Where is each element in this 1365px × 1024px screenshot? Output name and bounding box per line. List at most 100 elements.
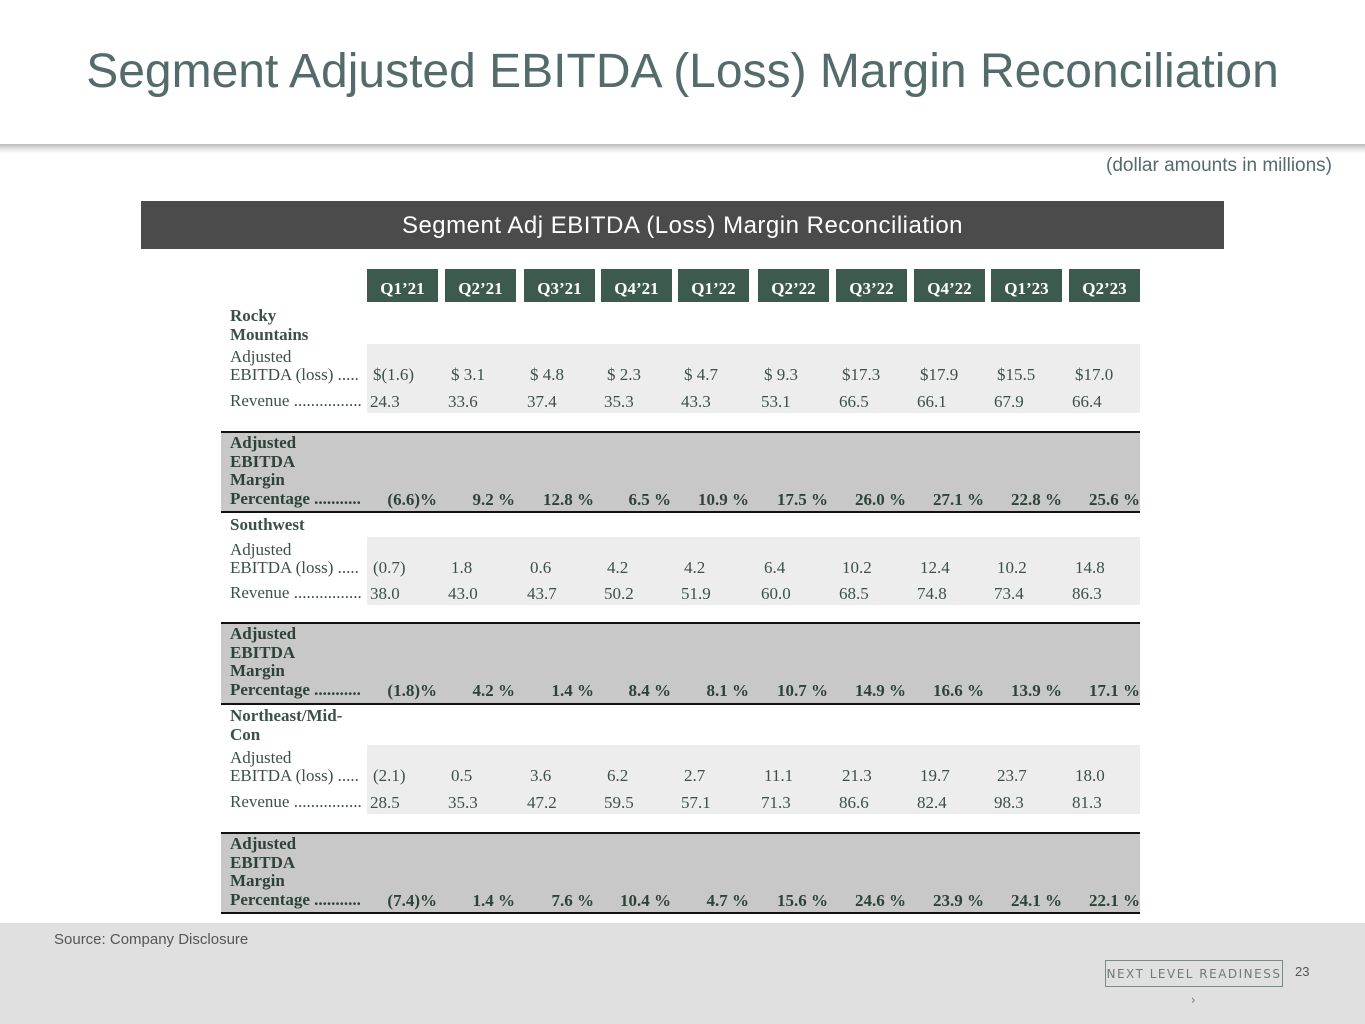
ebitda-value: 21.3: [842, 766, 872, 785]
margin-label-4: Percentage ...........: [230, 488, 361, 508]
margin-value: 7.6 %: [551, 891, 595, 910]
ebitda-value: 10.2: [842, 558, 872, 577]
revenue-value: 24.3: [370, 392, 400, 411]
margin-value: 8.4 %: [628, 681, 672, 700]
revenue-value: 43.7: [527, 584, 557, 603]
ebitda-value: (2.1): [373, 766, 406, 785]
margin-value: 12.8 %: [543, 490, 594, 509]
title-divider: [0, 144, 1365, 154]
ebitda-value: $ 4.8: [530, 365, 564, 384]
ebitda-value: 4.2: [607, 558, 629, 577]
data-band: [367, 745, 1140, 814]
revenue-value: 81.3: [1072, 793, 1102, 812]
ebitda-value: 0.5: [451, 766, 473, 785]
margin-value: 15.6 %: [777, 891, 828, 910]
revenue-value: 98.3: [994, 793, 1024, 812]
margin-label-3: Margin: [230, 661, 285, 680]
ebitda-label-cont: EBITDA (loss) .....: [230, 558, 359, 577]
revenue-value: 57.1: [681, 793, 711, 812]
footer-bar: [0, 923, 1365, 1024]
margin-value: 17.5 %: [777, 490, 828, 509]
segment-name: Rocky: [230, 306, 277, 325]
margin-label-2: EBITDA: [230, 642, 296, 662]
margin-value: 9.2 %: [472, 490, 516, 509]
margin-value: 10.4 %: [620, 891, 671, 910]
units-note: (dollar amounts in millions): [1106, 155, 1332, 176]
quarter-header: Q3’21: [524, 269, 595, 302]
quarter-header: Q1’23: [991, 269, 1062, 302]
ebitda-value: 10.2: [997, 558, 1027, 577]
ebitda-value: 0.6: [530, 558, 552, 577]
revenue-value: 33.6: [448, 392, 478, 411]
revenue-value: 37.4: [527, 392, 557, 411]
margin-label-3: Margin: [230, 871, 285, 890]
margin-label-3: Margin: [230, 470, 285, 489]
quarter-header: Q3’22: [836, 269, 907, 302]
ebitda-value: $ 4.7: [684, 365, 718, 384]
margin-label-4: Percentage ...........: [230, 679, 361, 699]
ebitda-value: 18.0: [1075, 766, 1105, 785]
ebitda-value: $ 2.3: [607, 365, 641, 384]
ebitda-value: 14.8: [1075, 558, 1105, 577]
revenue-value: 35.3: [448, 793, 478, 812]
ebitda-value: $17.9: [920, 365, 959, 384]
margin-value: (6.6)%: [387, 490, 437, 509]
revenue-value: 53.1: [761, 392, 791, 411]
ebitda-value: $17.3: [842, 365, 881, 384]
ebitda-label: Adjusted: [230, 540, 292, 559]
ebitda-label-cont: EBITDA (loss) .....: [230, 365, 359, 384]
margin-label-2: EBITDA: [230, 451, 296, 471]
revenue-value: 66.1: [917, 392, 947, 411]
revenue-value: 60.0: [761, 584, 791, 603]
ebitda-label: Adjusted: [230, 347, 292, 366]
revenue-label: Revenue ................: [230, 391, 362, 410]
margin-value: 1.4 %: [472, 891, 516, 910]
slide-title: Segment Adjusted EBITDA (Loss) Margin Re…: [86, 45, 1279, 98]
ebitda-value: 4.2: [684, 558, 706, 577]
revenue-label: Revenue ................: [230, 583, 362, 602]
data-band: [367, 344, 1140, 413]
quarter-header: Q2’23: [1069, 269, 1140, 302]
ebitda-value: $15.5: [997, 365, 1036, 384]
margin-value: (7.4)%: [387, 891, 437, 910]
brand-badge: NEXT LEVEL READINESS ›: [1105, 960, 1283, 1007]
margin-value: 4.7 %: [706, 891, 750, 910]
revenue-value: 50.2: [604, 584, 634, 603]
ebitda-value: 12.4: [920, 558, 950, 577]
ebitda-value: $17.0: [1075, 365, 1114, 384]
margin-band: [221, 622, 1140, 705]
quarter-header: Q1’22: [678, 269, 749, 302]
margin-value: 10.9 %: [698, 490, 749, 509]
ebitda-label-cont: EBITDA (loss) .....: [230, 766, 359, 785]
ebitda-value: 23.7: [997, 766, 1027, 785]
revenue-value: 66.4: [1072, 392, 1102, 411]
ebitda-value: 6.4: [764, 558, 786, 577]
revenue-value: 68.5: [839, 584, 869, 603]
margin-label-2: EBITDA: [230, 852, 296, 872]
revenue-value: 43.0: [448, 584, 478, 603]
revenue-value: 86.6: [839, 793, 869, 812]
margin-value: 4.2 %: [472, 681, 516, 700]
revenue-value: 38.0: [370, 584, 400, 603]
table-banner: Segment Adj EBITDA (Loss) Margin Reconci…: [141, 201, 1224, 249]
revenue-value: 51.9: [681, 584, 711, 603]
ebitda-value: $(1.6): [373, 365, 415, 384]
page-number: 23: [1295, 964, 1310, 979]
revenue-value: 71.3: [761, 793, 791, 812]
revenue-value: 86.3: [1072, 584, 1102, 603]
revenue-value: 66.5: [839, 392, 869, 411]
ebitda-value: 6.2: [607, 766, 629, 785]
quarter-header: Q2’21: [445, 269, 516, 302]
quarter-header: Q1’21: [367, 269, 438, 302]
revenue-label: Revenue ................: [230, 792, 362, 811]
margin-value: 23.9 %: [933, 891, 984, 910]
margin-value: 10.7 %: [777, 681, 828, 700]
margin-band: [221, 431, 1140, 513]
margin-value: 16.6 %: [933, 681, 984, 700]
segment-name: Northeast/Mid-: [230, 706, 343, 725]
margin-label: Adjusted: [230, 624, 297, 643]
margin-value: (1.8)%: [387, 681, 437, 700]
margin-label: Adjusted: [230, 433, 297, 452]
margin-value: 1.4 %: [551, 681, 595, 700]
